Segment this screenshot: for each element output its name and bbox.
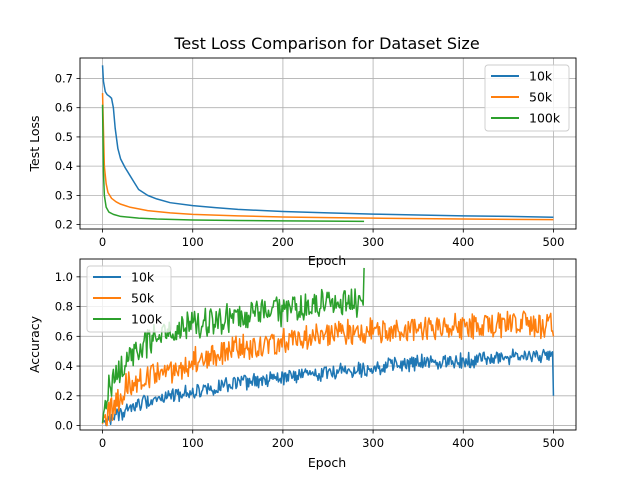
legend-label-50k: 50k [131, 291, 155, 306]
y-tick-label: 0.3 [55, 188, 73, 202]
y-tick-label: 0.4 [55, 159, 73, 173]
x-tick-label: 300 [362, 235, 384, 249]
legend-label-100k: 100k [529, 111, 561, 126]
x-tick-label: 100 [182, 436, 204, 450]
loss-subplot: Test Loss Comparison for Dataset Size 0 1… [27, 34, 577, 268]
accuracy-series-lines [101, 267, 555, 427]
accuracy-x-axis-label: Epoch [308, 455, 346, 470]
legend-label-50k: 50k [529, 90, 553, 105]
y-tick-label: 0.4 [55, 359, 73, 373]
y-tick-label: 0.6 [55, 101, 73, 115]
x-tick-label: 200 [272, 235, 294, 249]
accuracy-ticks: 0 100 200 300 400 500 0.0 0.2 0.4 0.6 0.8 1.0 [55, 270, 565, 450]
series-line-100k [101, 267, 365, 424]
x-tick-label: 0 [99, 436, 106, 450]
loss-ticks: 0 100 200 300 400 500 0.2 0.3 0.4 0.5 0.6 0.7 [55, 71, 565, 249]
loss-x-axis-label: Epoch [308, 253, 346, 268]
loss-legend: 10k 50k 100k [484, 64, 570, 132]
y-tick-label: 0.2 [55, 218, 73, 232]
chart-title: Test Loss Comparison for Dataset Size [173, 34, 479, 53]
y-tick-label: 0.7 [55, 71, 73, 85]
legend-label-10k: 10k [529, 69, 553, 84]
x-tick-label: 400 [452, 436, 474, 450]
y-tick-label: 0.5 [55, 130, 73, 144]
series-line-50k [101, 310, 555, 427]
accuracy-y-axis-label: Accuracy [27, 315, 42, 373]
x-tick-label: 500 [542, 436, 564, 450]
y-tick-label: 0.0 [55, 419, 73, 433]
series-line-50k [101, 93, 554, 221]
x-tick-label: 400 [452, 235, 474, 249]
x-tick-label: 300 [362, 436, 384, 450]
y-tick-label: 0.2 [55, 389, 73, 403]
series-line-10k [101, 65, 554, 219]
loss-y-axis-label: Test Loss [27, 115, 42, 172]
y-tick-label: 0.6 [55, 329, 73, 343]
loss-axes-frame [79, 57, 577, 230]
y-tick-label: 1.0 [55, 270, 73, 284]
x-tick-label: 100 [182, 235, 204, 249]
accuracy-axes-frame [79, 258, 577, 431]
loss-series-lines [101, 65, 554, 223]
series-line-100k [101, 104, 365, 223]
series-line-10k [101, 348, 555, 427]
x-tick-label: 200 [272, 436, 294, 450]
x-tick-label: 500 [542, 235, 564, 249]
accuracy-legend-box [86, 265, 172, 333]
x-tick-label: 0 [99, 235, 106, 249]
accuracy-subplot: 0 100 200 300 400 500 0.0 0.2 0.4 0.6 0.8 1.0 Epoch… [27, 258, 577, 470]
y-tick-label: 0.8 [55, 300, 73, 314]
legend-label-10k: 10k [131, 270, 155, 285]
legend-label-100k: 100k [131, 312, 163, 327]
accuracy-legend: 10k 50k 100k [86, 265, 172, 333]
loss-legend-box [484, 64, 570, 132]
